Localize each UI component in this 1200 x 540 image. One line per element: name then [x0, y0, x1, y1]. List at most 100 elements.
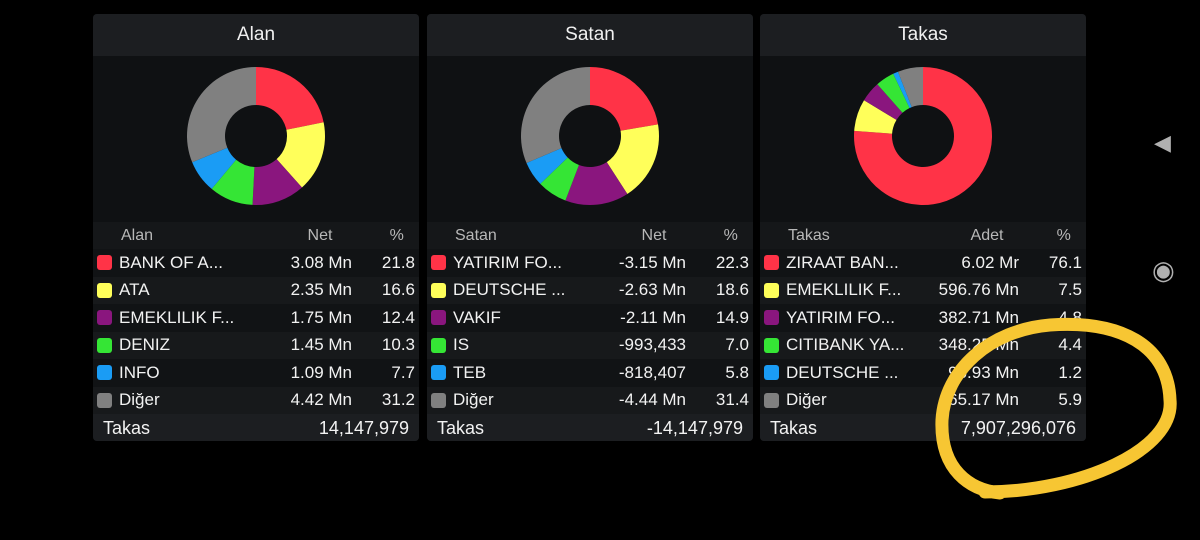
table-row[interactable]: IS -993,433 7.0 [427, 331, 753, 359]
color-swatch [764, 365, 779, 381]
donut-chart [187, 67, 325, 205]
donut-slice[interactable] [854, 67, 992, 205]
panel-title: Satan [427, 14, 753, 56]
header-name: Alan [121, 226, 154, 244]
color-swatch [97, 392, 112, 408]
row-name: Diğer [119, 390, 160, 410]
row-pct: 12.4 [381, 307, 415, 327]
table-row[interactable]: YATIRIM FO... -3.15 Mn 22.3 [427, 249, 753, 277]
donut-slice[interactable] [187, 67, 256, 163]
color-swatch [764, 337, 779, 353]
footer-value: 14,147,979 [318, 418, 409, 438]
row-pct: 14.9 [715, 307, 749, 327]
row-name: ATA [119, 280, 150, 300]
row-name: YATIRIM FO... [786, 307, 895, 327]
table-row[interactable]: Diğer -4.44 Mn 31.4 [427, 386, 753, 414]
footer-label: Takas [437, 418, 485, 438]
donut-slice[interactable] [256, 67, 324, 130]
row-pct: 5.8 [725, 362, 749, 382]
donut-slice[interactable] [526, 148, 568, 184]
donut-slice[interactable] [276, 122, 325, 188]
table-row[interactable]: DENIZ 1.45 Mn 10.3 [93, 331, 419, 359]
donut-chart [521, 67, 659, 206]
donut-slice[interactable] [897, 67, 923, 108]
row-name: VAKIF [453, 307, 501, 327]
row-pct: 7.0 [725, 335, 749, 355]
table-row[interactable]: INFO 1.09 Mn 7.7 [93, 359, 419, 387]
row-pct: 5.9 [1058, 390, 1082, 410]
color-swatch [431, 365, 446, 381]
table-row[interactable]: Diğer 4.42 Mn 31.2 [93, 386, 419, 414]
home-nav-icon[interactable]: ◉ [1152, 255, 1175, 285]
row-name: Diğer [786, 390, 827, 410]
row-value: -818,407 [618, 362, 686, 382]
header-pct: % [389, 226, 404, 244]
back-nav-icon[interactable]: ◀ [1154, 130, 1171, 155]
donut-slice[interactable] [211, 159, 255, 205]
donut-slice[interactable] [606, 124, 659, 195]
row-value: 6.02 Mr [961, 252, 1019, 272]
row-pct: 4.4 [1058, 335, 1082, 355]
row-value: 3.08 Mn [290, 252, 352, 272]
row-value: -2.63 Mn [618, 280, 686, 300]
row-name: IS [453, 335, 470, 355]
row-name: YATIRIM FO... [453, 252, 562, 272]
row-value: 596.76 Mn [938, 280, 1019, 300]
row-pct: 22.3 [715, 252, 749, 272]
table-row[interactable]: DEUTSCHE ... -2.63 Mn 18.6 [427, 276, 753, 304]
donut-slice[interactable] [877, 73, 910, 113]
row-pct: 31.2 [381, 390, 415, 410]
color-swatch [97, 365, 112, 381]
donut-slice[interactable] [252, 159, 302, 205]
footer-value: -14,147,979 [646, 418, 743, 438]
column-header: Satan Net % [427, 222, 753, 249]
row-value: 4.42 Mn [290, 390, 352, 410]
donut-slice[interactable] [893, 71, 912, 109]
table-body: ZIRAAT BAN... 6.02 Mr 76.1 EMEKLILIK F... 5… [760, 249, 1086, 414]
donut-slice[interactable] [565, 162, 628, 206]
color-swatch [764, 310, 779, 326]
color-swatch [97, 282, 112, 298]
takas-footer: Takas 14,147,979 [93, 414, 419, 441]
column-header: Takas Adet % [760, 222, 1086, 249]
header-value: Adet [970, 226, 1004, 244]
color-swatch [764, 282, 779, 298]
header-name: Satan [455, 226, 497, 244]
row-name: DEUTSCHE ... [453, 280, 566, 300]
color-swatch [431, 392, 446, 408]
row-name: Diğer [453, 390, 494, 410]
row-pct: 21.8 [381, 252, 415, 272]
row-name: TEB [453, 362, 487, 382]
table-row[interactable]: Diğer 465.17 Mn 5.9 [760, 386, 1086, 414]
row-name: BANK OF A... [119, 252, 223, 272]
table-row[interactable]: EMEKLILIK F... 596.76 Mn 7.5 [760, 276, 1086, 304]
table-row[interactable]: DEUTSCHE ... 96.93 Mn 1.2 [760, 359, 1086, 387]
row-pct: 7.5 [1058, 280, 1082, 300]
row-value: 1.45 Mn [290, 335, 352, 355]
donut-slice[interactable] [590, 67, 659, 131]
row-value: -4.44 Mn [618, 390, 686, 410]
donut-slice[interactable] [192, 147, 237, 189]
table-row[interactable]: EMEKLILIK F... 1.75 Mn 12.4 [93, 304, 419, 332]
donut-slice[interactable] [854, 100, 897, 134]
satan-panel: Satan Satan Net % YATIRIM FO... -3.15 Mn 2… [427, 14, 753, 441]
table-row[interactable]: ZIRAAT BAN... 6.02 Mr 76.1 [760, 249, 1086, 277]
table-row[interactable]: VAKIF -2.11 Mn 14.9 [427, 304, 753, 332]
donut-slice[interactable] [540, 157, 579, 201]
alan-panel: Alan Alan Net % BANK OF A... 3.08 Mn 21.8 … [93, 14, 419, 441]
row-value: 465.17 Mn [938, 390, 1019, 410]
table-row[interactable]: BANK OF A... 3.08 Mn 21.8 [93, 249, 419, 277]
table-row[interactable]: ATA 2.35 Mn 16.6 [93, 276, 419, 304]
header-value: Net [307, 226, 333, 244]
color-swatch [97, 255, 112, 271]
table-row[interactable]: TEB -818,407 5.8 [427, 359, 753, 387]
donut-chart-area [427, 56, 753, 222]
donut-slice[interactable] [864, 84, 903, 120]
row-name: INFO [119, 362, 160, 382]
row-pct: 18.6 [715, 280, 749, 300]
donut-chart-area [760, 56, 1086, 222]
row-value: -2.11 Mn [620, 307, 686, 327]
header-pct: % [723, 226, 738, 244]
row-value: -3.15 Mn [618, 252, 686, 272]
donut-slice[interactable] [521, 67, 590, 164]
